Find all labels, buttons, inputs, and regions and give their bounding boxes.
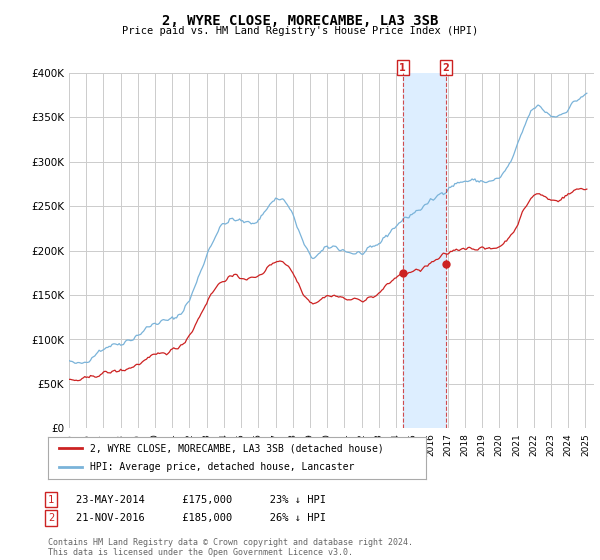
Text: 21-NOV-2016      £185,000      26% ↓ HPI: 21-NOV-2016 £185,000 26% ↓ HPI <box>76 513 326 523</box>
Text: 1: 1 <box>400 63 406 73</box>
Text: 23-MAY-2014      £175,000      23% ↓ HPI: 23-MAY-2014 £175,000 23% ↓ HPI <box>76 494 326 505</box>
Bar <box>403 73 446 428</box>
Text: 2, WYRE CLOSE, MORECAMBE, LA3 3SB (detached house): 2, WYRE CLOSE, MORECAMBE, LA3 3SB (detac… <box>89 443 383 453</box>
Text: 2: 2 <box>443 63 449 73</box>
Text: 2, WYRE CLOSE, MORECAMBE, LA3 3SB: 2, WYRE CLOSE, MORECAMBE, LA3 3SB <box>162 14 438 28</box>
Text: 1: 1 <box>48 494 54 505</box>
Text: Contains HM Land Registry data © Crown copyright and database right 2024.
This d: Contains HM Land Registry data © Crown c… <box>48 538 413 557</box>
Text: HPI: Average price, detached house, Lancaster: HPI: Average price, detached house, Lanc… <box>89 463 354 473</box>
Text: Price paid vs. HM Land Registry's House Price Index (HPI): Price paid vs. HM Land Registry's House … <box>122 26 478 36</box>
Text: 2: 2 <box>48 513 54 523</box>
